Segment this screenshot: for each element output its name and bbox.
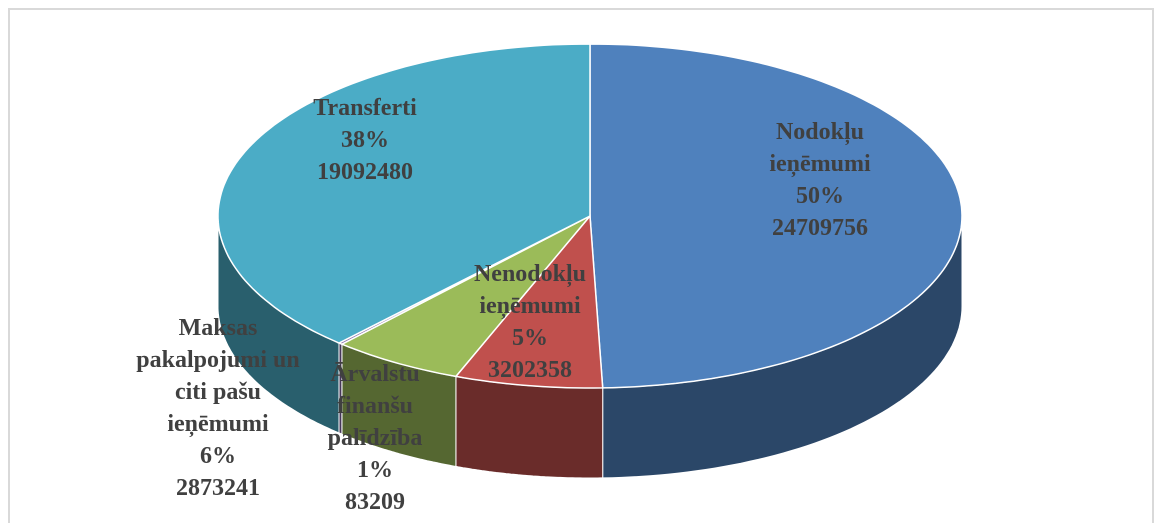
data-label: Ārvalstu finanšu palīdzība 1% 83209 [310,358,440,518]
data-label: Nenodokļu ieņēmumi 5% 3202358 [450,258,610,386]
label-value: 2873241 [176,475,260,501]
data-label: Maksas pakalpojumi un citi pašu ieņēmumi… [133,312,303,504]
slice-side [455,375,604,479]
slice [217,43,591,344]
slice [589,43,963,389]
label-value: 3202358 [488,357,572,383]
data-label: Nodokļu ieņēmumi 50% 24709756 [730,116,910,244]
label-name: Ārvalstu finanšu palīdzība [327,361,423,451]
chart-frame [8,8,1154,523]
slice [340,215,591,378]
label-percent: 50% [796,183,844,209]
label-percent: 6% [200,443,236,469]
label-percent: 1% [357,457,393,483]
label-value: 19092480 [317,159,413,185]
label-name: Maksas pakalpojumi un citi pašu ieņēmumi [136,315,300,437]
label-percent: 38% [341,127,389,153]
label-value: 24709756 [772,215,868,241]
label-percent: 5% [512,325,548,351]
slice [454,214,604,389]
label-name: Nenodokļu ieņēmumi [473,261,587,319]
label-name: Transferti [313,95,417,121]
label-value: 83209 [345,489,405,515]
data-label: Transferti 38% 19092480 [275,92,455,188]
label-name: Nodokļu ieņēmumi [769,119,871,177]
